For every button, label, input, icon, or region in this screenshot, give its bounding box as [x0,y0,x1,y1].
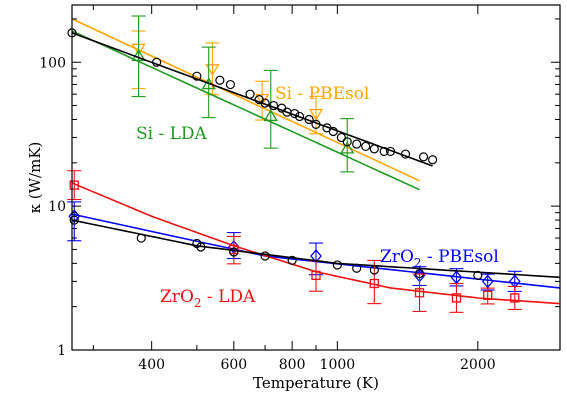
x-tick-label: 1000 [320,357,356,373]
data-point [68,209,81,224]
data-point [369,265,379,275]
data-point [69,180,79,190]
fit-line [71,18,420,182]
series [67,28,438,167]
data-point [483,290,493,300]
y-axis-label: κ (W/mK) [26,142,44,214]
x-tick-label: 400 [138,357,165,373]
series-label: ZrO2 - LDA [160,287,256,310]
data-point [336,132,346,143]
series-label-base: ZrO [160,287,194,307]
data-point [268,100,279,111]
series-label-base: ZrO [380,247,414,267]
data-point [369,278,379,289]
axis-layer: 400 600 800 1000 2000 1 10 100 [39,5,561,373]
data-point [332,260,342,270]
data-point [510,293,520,303]
data-point [192,71,202,81]
fit-line [71,219,561,279]
data-point [225,79,236,90]
series-label-suffix: - LDA [202,287,256,307]
data-point [352,263,362,273]
data-point [473,270,483,280]
data-point [131,49,146,61]
data-point [245,89,255,99]
series-label: Si - PBEsol [275,84,369,104]
series-label: Si - LDA [136,124,208,144]
data-point [379,146,389,157]
data-point [385,146,396,157]
data-point [418,152,429,162]
series [67,170,561,313]
series-label-subscript: 2 [194,296,202,310]
data-point [201,77,216,90]
plot-layer [67,15,561,313]
data-point [414,288,425,298]
data-point [311,270,321,281]
data-point [152,57,162,67]
data-point [205,64,220,77]
data-point [451,293,462,303]
x-tick-label: 800 [279,357,306,373]
data-point [428,155,438,165]
series-label-suffix: - PBEsol [422,247,499,267]
y-tick-label: 10 [48,199,66,215]
fit-line [71,32,433,167]
x-axis-label: Temperature (K) [253,374,379,392]
data-point [69,215,79,225]
data-point [328,126,338,137]
data-point [361,141,371,152]
x-tick-label: 600 [220,357,247,373]
label-layer: Temperature (K) κ (W/mK) Si - PBEsol Si - L… [26,84,499,392]
data-point [263,109,278,122]
y-tick-label: 100 [39,55,66,71]
fit-line [71,30,420,191]
data-point [352,139,362,149]
data-point [294,111,305,122]
data-point [196,242,206,252]
data-point [304,114,314,125]
data-point [400,149,411,159]
data-point [308,108,324,121]
data-point [136,233,146,243]
data-point [287,255,297,265]
series [69,215,561,280]
series-label-subscript: 2 [414,256,422,270]
series-label: ZrO2 - PBEsol [380,247,499,270]
data-point [340,141,355,154]
data-point [369,144,379,154]
data-point [414,268,425,279]
data-point [260,98,270,108]
data-point [311,119,321,129]
data-point [229,247,239,257]
x-tick-label: 2000 [460,357,496,373]
data-point [215,75,225,85]
y-tick-label: 1 [57,343,66,359]
data-point [342,137,352,147]
data-point [481,274,494,289]
data-point [290,108,300,119]
data-point [260,251,270,261]
